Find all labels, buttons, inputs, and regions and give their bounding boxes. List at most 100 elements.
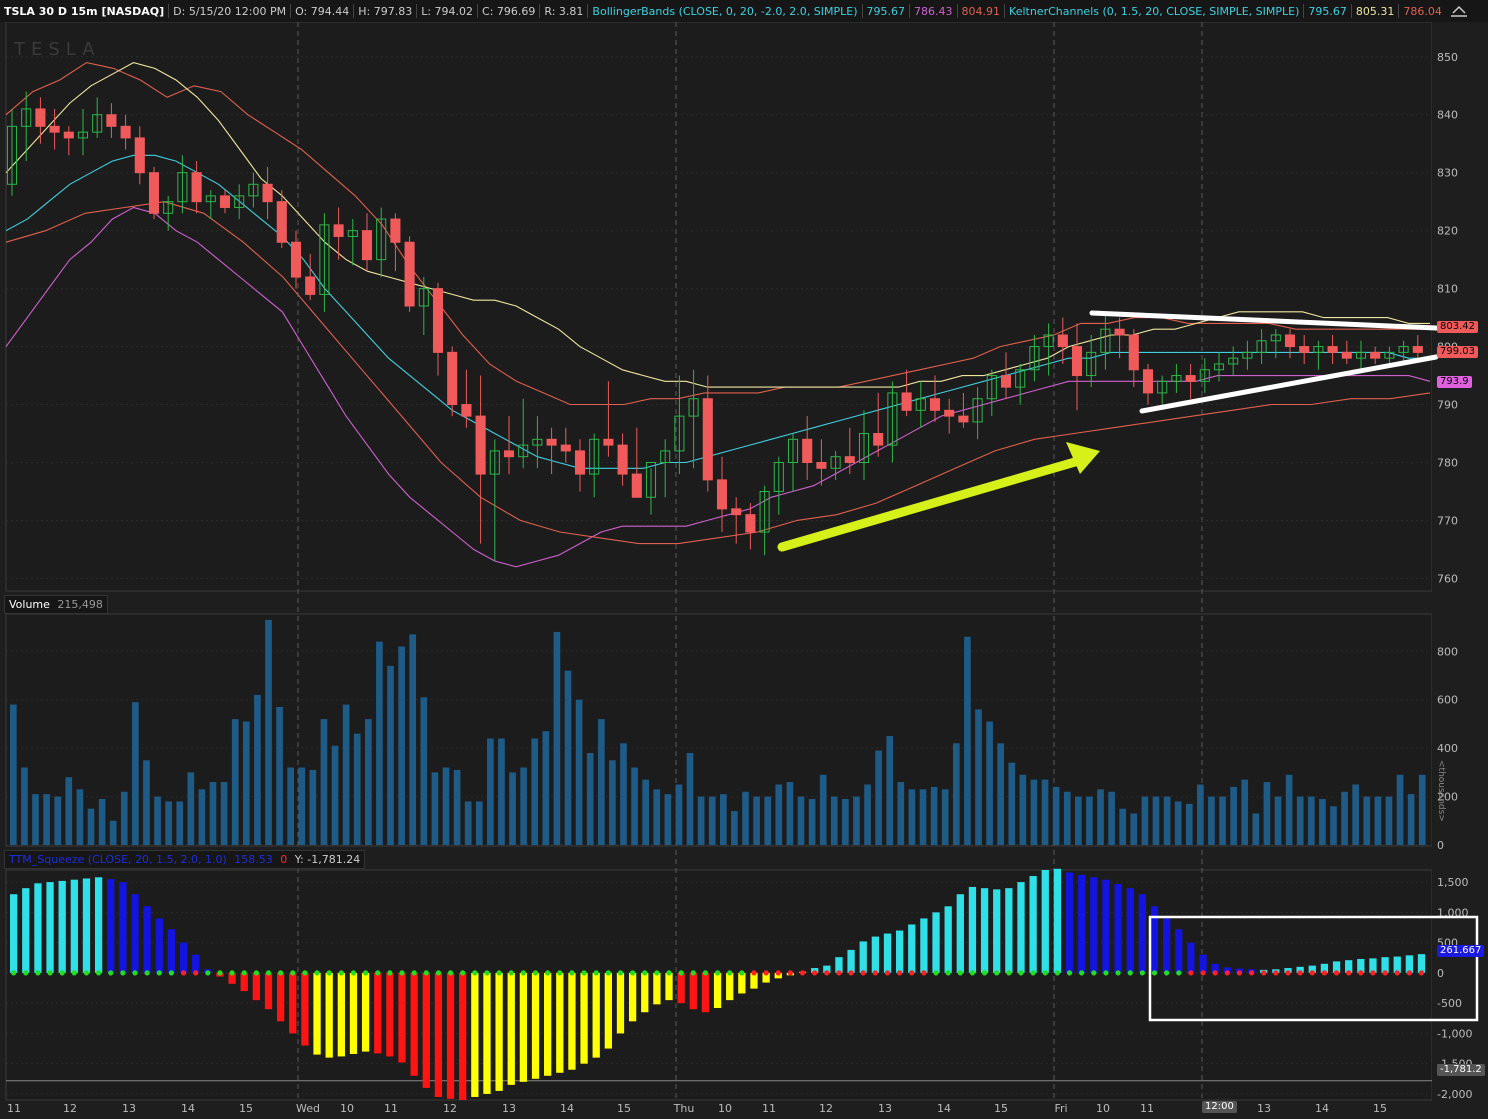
squeeze-bar bbox=[277, 972, 285, 1022]
squeeze-bar bbox=[495, 972, 503, 1091]
squeeze-bar bbox=[1393, 956, 1401, 973]
candle-body bbox=[106, 114, 117, 127]
x-tick-label: 10 bbox=[340, 1102, 354, 1115]
squeeze-bar bbox=[1211, 963, 1219, 973]
squeeze-dot bbox=[678, 970, 684, 976]
squeeze-bar bbox=[349, 972, 358, 1054]
squeeze-bar bbox=[131, 894, 139, 973]
candle-body bbox=[248, 183, 259, 197]
squeeze-bar bbox=[434, 972, 443, 1097]
x-tick-label: 11 bbox=[384, 1102, 398, 1115]
squeeze-bar bbox=[1065, 872, 1074, 973]
squeeze-dot bbox=[1358, 970, 1364, 976]
volume-bar bbox=[1086, 796, 1093, 845]
volume-bar bbox=[1418, 774, 1426, 845]
volume-value: 215,498 bbox=[57, 598, 103, 611]
squeeze-bar bbox=[1078, 874, 1086, 973]
date-label: D: 5/15/20 12:00 PM bbox=[173, 4, 287, 18]
squeeze-bar bbox=[70, 879, 78, 973]
x-tick-label: 14 bbox=[181, 1102, 195, 1115]
volume-bar bbox=[498, 738, 505, 845]
volume-bar bbox=[986, 721, 993, 845]
squeeze-bar bbox=[689, 972, 697, 1010]
volume-bar bbox=[575, 699, 583, 845]
squeeze-dot bbox=[375, 970, 381, 976]
volume-bar bbox=[1341, 791, 1348, 845]
price-tick-label: 840 bbox=[1437, 109, 1458, 122]
x-tick-label: 14 bbox=[1315, 1102, 1329, 1115]
squeeze-dot bbox=[1236, 970, 1243, 976]
panel-bg bbox=[5, 613, 1433, 847]
candle-body bbox=[503, 450, 515, 458]
keltner-label[interactable]: KeltnerChannels (0, 1.5, 20, CLOSE, SIMP… bbox=[1009, 4, 1300, 18]
volume-bar bbox=[1396, 774, 1404, 845]
close-price-label: 799.03 bbox=[1437, 346, 1478, 358]
candle-body bbox=[716, 479, 728, 510]
candle-body bbox=[915, 398, 926, 411]
keltner-lower-value: 786.04 bbox=[1403, 4, 1442, 18]
volume-bar bbox=[98, 799, 106, 845]
squeeze-dot bbox=[1139, 970, 1145, 976]
candle-body bbox=[589, 438, 600, 475]
candle-body bbox=[1412, 346, 1423, 353]
volume-bar bbox=[853, 796, 860, 845]
volume-bar bbox=[1363, 796, 1371, 845]
squeeze-dot bbox=[1018, 970, 1024, 976]
squeeze-bar bbox=[155, 918, 163, 973]
price-tick-label: 770 bbox=[1437, 514, 1458, 527]
squeeze-dot bbox=[11, 970, 17, 976]
squeeze-dot bbox=[1248, 970, 1255, 976]
squeeze-dot bbox=[617, 970, 624, 976]
volume-bar bbox=[54, 796, 62, 845]
volume-bar bbox=[731, 811, 738, 845]
squeeze-bar bbox=[410, 972, 418, 1076]
volume-bar bbox=[797, 796, 805, 845]
squeeze-bar bbox=[1223, 967, 1231, 973]
symbol-label[interactable]: TSLA 30 D 15m [NASDAQ] bbox=[4, 4, 165, 18]
open-label: O: 794.44 bbox=[295, 4, 350, 18]
volume-bar bbox=[1374, 796, 1382, 845]
volume-bar bbox=[187, 772, 195, 845]
squeeze-panel-title[interactable]: TTM_Squeeze (CLOSE, 20, 1.5, 2.0, 1.0) 1… bbox=[4, 850, 366, 869]
squeeze-bar bbox=[192, 954, 200, 973]
candle-body bbox=[1398, 346, 1409, 353]
volume-bar bbox=[1097, 789, 1104, 845]
squeeze-dot bbox=[83, 970, 90, 976]
candle-body bbox=[432, 288, 444, 353]
volume-tick-label: 200 bbox=[1437, 791, 1458, 804]
squeeze-dot bbox=[836, 970, 842, 976]
volume-bar bbox=[87, 808, 95, 845]
squeeze-bar bbox=[859, 941, 867, 973]
candle-body bbox=[418, 288, 429, 307]
squeeze-bar bbox=[883, 933, 892, 973]
squeeze-dot bbox=[265, 970, 272, 976]
volume-panel-title[interactable]: Volume 215,498 bbox=[4, 595, 108, 614]
collapse-icon[interactable] bbox=[1448, 4, 1470, 18]
volume-bar bbox=[1230, 786, 1237, 845]
volume-bar bbox=[1075, 796, 1082, 845]
volume-bar bbox=[1296, 796, 1304, 845]
squeeze-bar bbox=[10, 894, 18, 973]
squeeze-bar bbox=[980, 888, 989, 973]
candle-body bbox=[802, 438, 813, 463]
squeeze-dot bbox=[545, 970, 551, 976]
squeeze-bar bbox=[1029, 876, 1037, 973]
candle-body bbox=[887, 392, 898, 446]
volume-bar bbox=[631, 767, 638, 845]
candle-body bbox=[574, 450, 586, 475]
squeeze-bar bbox=[544, 972, 552, 1076]
squeeze-dot bbox=[1418, 970, 1425, 976]
squeeze-dot bbox=[1261, 970, 1267, 976]
volume-bar bbox=[398, 646, 405, 845]
candle-body bbox=[1015, 369, 1026, 388]
candle-body bbox=[404, 241, 415, 307]
bollinger-label[interactable]: BollingerBands (CLOSE, 0, 20, -2.0, 2.0,… bbox=[592, 4, 858, 18]
squeeze-bar bbox=[726, 972, 734, 1001]
candle-body bbox=[858, 433, 870, 463]
squeeze-dot bbox=[1030, 970, 1036, 976]
x-tick-label: 13 bbox=[878, 1102, 892, 1115]
squeeze-dot bbox=[1176, 970, 1182, 976]
squeeze-dot bbox=[508, 970, 514, 976]
squeeze-dot bbox=[824, 970, 830, 976]
